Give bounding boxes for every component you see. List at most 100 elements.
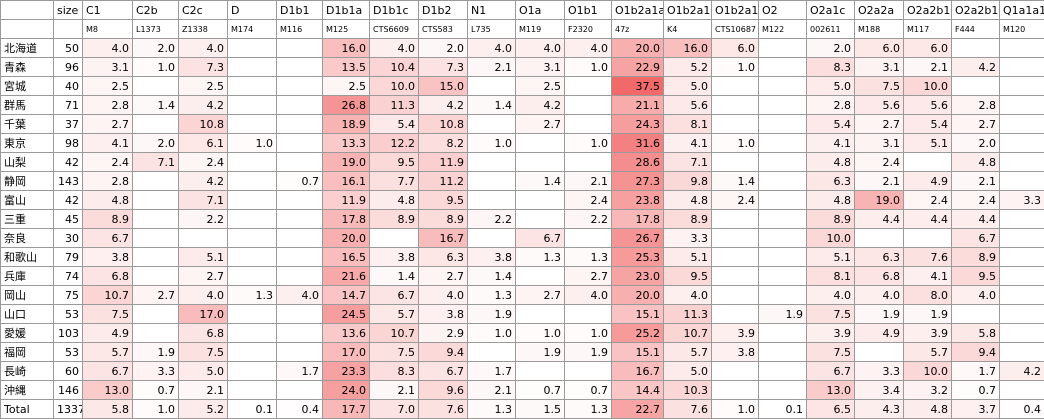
value-cell: 4.8 xyxy=(369,190,419,210)
value-cell: 7.6 xyxy=(663,399,712,419)
marker-label: M188 xyxy=(854,19,904,39)
value-cell: 1.0 xyxy=(564,323,612,343)
value-cell: 15.0 xyxy=(418,76,468,96)
value-cell: 7.1 xyxy=(178,190,228,210)
column-header: O2a1c xyxy=(806,0,855,20)
size-cell: 103 xyxy=(53,323,83,343)
value-cell: 15.1 xyxy=(611,304,664,324)
value-cell: 9.4 xyxy=(418,342,468,362)
size-cell: 37 xyxy=(53,114,83,134)
value-cell: 21.1 xyxy=(611,95,664,115)
marker-label: M174 xyxy=(227,19,277,39)
value-cell: 4.0 xyxy=(806,285,855,305)
size-cell: 75 xyxy=(53,285,83,305)
value-cell: 20.0 xyxy=(322,228,370,248)
value-cell: 3.9 xyxy=(711,323,759,343)
value-cell: 2.2 xyxy=(467,209,516,229)
value-cell: 10.7 xyxy=(663,323,712,343)
column-header: D1b2 xyxy=(418,0,468,20)
value-cell: 23.0 xyxy=(611,266,664,286)
value-cell: 23.3 xyxy=(322,361,370,381)
size-cell: 98 xyxy=(53,133,83,153)
value-cell xyxy=(711,285,759,305)
size-cell: 96 xyxy=(53,57,83,77)
data-row: 山口 53 7.5 17.0 24.5 5.7 3.8 1.9 15.1 11.3 1.9 7.5 1.… xyxy=(0,304,1044,324)
value-cell: 1.9 xyxy=(758,304,807,324)
value-cell: 4.0 xyxy=(178,38,228,58)
size-cell: 53 xyxy=(53,342,83,362)
value-cell xyxy=(276,76,323,96)
value-cell xyxy=(711,247,759,267)
value-cell: 4.8 xyxy=(806,190,855,210)
value-cell: 2.5 xyxy=(515,76,565,96)
value-cell: 4.0 xyxy=(418,285,468,305)
value-cell: 6.8 xyxy=(178,323,228,343)
value-cell: 3.1 xyxy=(854,57,904,77)
value-cell: 0.1 xyxy=(227,399,277,419)
value-cell xyxy=(903,152,952,172)
value-cell xyxy=(711,361,759,381)
value-cell xyxy=(999,266,1044,286)
value-cell: 7.3 xyxy=(418,57,468,77)
value-cell: 1.5 xyxy=(515,399,565,419)
marker-label: F2320 xyxy=(564,19,612,39)
value-cell xyxy=(515,133,565,153)
value-cell: 27.3 xyxy=(611,171,664,191)
value-cell: 10.8 xyxy=(418,114,468,134)
value-cell: 3.4 xyxy=(854,380,904,400)
value-cell: 4.8 xyxy=(951,152,1000,172)
value-cell xyxy=(758,171,807,191)
value-cell: 6.7 xyxy=(806,361,855,381)
value-cell: 31.6 xyxy=(611,133,664,153)
marker-label: M8 xyxy=(82,19,133,39)
value-cell: 3.8 xyxy=(711,342,759,362)
value-cell xyxy=(999,152,1044,172)
value-cell: 7.5 xyxy=(806,342,855,362)
value-cell xyxy=(999,285,1044,305)
value-cell xyxy=(227,247,277,267)
value-cell: 5.6 xyxy=(663,95,712,115)
value-cell: 17.0 xyxy=(178,304,228,324)
value-cell: 7.1 xyxy=(132,152,179,172)
value-cell xyxy=(276,152,323,172)
value-cell xyxy=(227,323,277,343)
value-cell: 5.8 xyxy=(951,323,1000,343)
value-cell: 2.1 xyxy=(467,57,516,77)
value-cell xyxy=(227,361,277,381)
value-cell: 9.5 xyxy=(369,152,419,172)
value-cell: 13.0 xyxy=(806,380,855,400)
value-cell: 24.3 xyxy=(611,114,664,134)
data-row: 静岡 143 2.8 4.2 0.7 16.1 7.7 11.2 1.4 2.1 27.3 9.8 1.… xyxy=(0,171,1044,191)
data-row: 東京 98 4.1 2.0 6.1 1.0 13.3 12.2 8.2 1.0 1.0 31.6 4.1… xyxy=(0,133,1044,153)
value-cell: 2.5 xyxy=(178,76,228,96)
value-cell xyxy=(276,304,323,324)
value-cell: 24.0 xyxy=(322,380,370,400)
data-row: Total 1337 5.8 1.0 5.2 0.1 0.4 17.7 7.0 7.6 1.3 1.5… xyxy=(0,399,1044,419)
value-cell: 17.0 xyxy=(322,342,370,362)
value-cell xyxy=(999,95,1044,115)
value-cell: 6.5 xyxy=(806,399,855,419)
value-cell xyxy=(276,247,323,267)
value-cell xyxy=(711,304,759,324)
value-cell: 5.0 xyxy=(663,76,712,96)
value-cell: 4.2 xyxy=(178,95,228,115)
value-cell: 1.3 xyxy=(564,247,612,267)
value-cell: 8.3 xyxy=(369,361,419,381)
value-cell: 1.0 xyxy=(467,323,516,343)
marker-label: L1373 xyxy=(132,19,179,39)
data-row: 沖縄 146 13.0 0.7 2.1 24.0 2.1 9.6 2.1 0.7 0.7 14.4 10… xyxy=(0,380,1044,400)
value-cell: 11.3 xyxy=(369,95,419,115)
value-cell: 10.7 xyxy=(369,323,419,343)
value-cell: 1.0 xyxy=(564,133,612,153)
value-cell: 20.0 xyxy=(611,285,664,305)
value-cell: 2.7 xyxy=(418,266,468,286)
value-cell: 0.7 xyxy=(276,171,323,191)
column-header: O2 xyxy=(758,0,807,20)
value-cell xyxy=(132,228,179,248)
data-row: 兵庫 74 6.8 2.7 21.6 1.4 2.7 1.4 2.7 23.0 9.5 8.1 6.8 4… xyxy=(0,266,1044,286)
value-cell: 5.1 xyxy=(806,247,855,267)
value-cell xyxy=(758,342,807,362)
value-cell xyxy=(132,209,179,229)
value-cell: 2.7 xyxy=(132,285,179,305)
size-cell: 74 xyxy=(53,266,83,286)
